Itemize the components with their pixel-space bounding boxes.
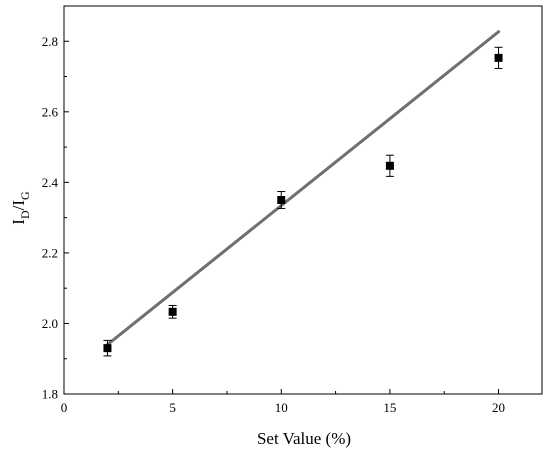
data-point xyxy=(385,161,394,170)
y-tick-label: 2.2 xyxy=(42,245,58,260)
y-axis-title: ID/IG xyxy=(9,191,32,225)
y-tick-label: 2.6 xyxy=(42,104,59,119)
y-tick-label: 2.0 xyxy=(42,316,58,331)
y-tick-label: 1.8 xyxy=(42,387,58,402)
x-tick-label: 0 xyxy=(61,400,68,415)
plot-area xyxy=(63,5,543,395)
y-tick-label: 2.8 xyxy=(42,34,58,49)
x-tick-label: 15 xyxy=(383,400,396,415)
x-axis-title: Set Value (%) xyxy=(257,429,351,448)
x-tick-label: 20 xyxy=(492,400,505,415)
y-axis-title-i: I xyxy=(9,219,28,225)
fit-line-group xyxy=(105,30,501,347)
y-axis: 1.8 2.0 2.2 2.4 2.6 2.8 xyxy=(42,34,69,402)
plot-frame xyxy=(63,5,543,395)
y-axis-title-sub-g: G xyxy=(18,191,32,200)
y-axis-title-sub-d: D xyxy=(18,210,32,219)
y-axis-title-slash-i: /I xyxy=(9,200,28,211)
fit-line xyxy=(105,30,501,347)
data-point xyxy=(103,344,112,353)
x-tick-label: 10 xyxy=(275,400,288,415)
data-point xyxy=(277,196,286,204)
data-point xyxy=(494,53,503,62)
x-tick-label: 5 xyxy=(169,400,176,415)
x-axis: 0 5 10 15 20 xyxy=(61,389,505,415)
y-tick-label: 2.4 xyxy=(42,175,59,190)
data-points xyxy=(103,46,503,357)
data-point xyxy=(168,307,177,316)
